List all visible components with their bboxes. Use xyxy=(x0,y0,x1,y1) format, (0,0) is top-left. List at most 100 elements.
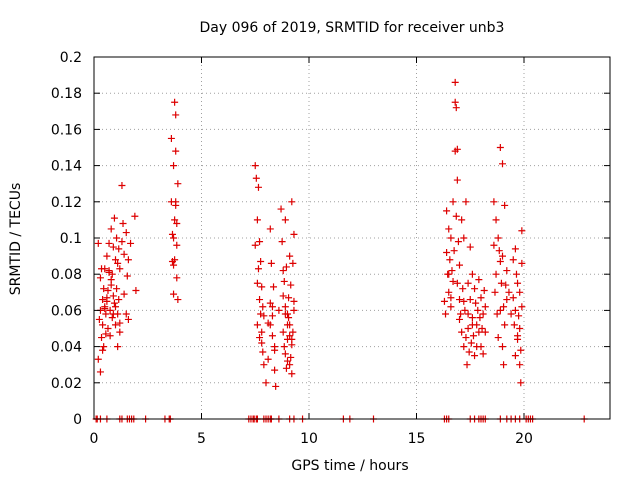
data-point xyxy=(266,225,274,233)
data-point xyxy=(289,259,297,267)
data-point xyxy=(499,343,506,351)
data-point xyxy=(127,239,135,247)
data-point xyxy=(461,306,469,314)
data-point xyxy=(271,366,279,374)
data-point xyxy=(282,263,290,271)
data-point xyxy=(251,162,259,170)
data-point xyxy=(254,183,262,191)
data-point xyxy=(275,306,283,314)
data-point xyxy=(173,220,181,228)
data-point xyxy=(454,238,462,246)
data-point xyxy=(465,348,473,356)
data-point xyxy=(96,368,104,376)
data-point xyxy=(268,312,276,320)
data-point xyxy=(120,290,128,298)
data-point xyxy=(494,334,502,342)
data-point xyxy=(500,303,508,311)
data-point xyxy=(122,229,130,237)
data-point xyxy=(266,321,274,329)
data-point xyxy=(280,277,288,285)
data-point xyxy=(115,245,123,253)
data-point xyxy=(456,296,463,304)
data-point xyxy=(282,364,290,372)
data-point xyxy=(112,321,119,329)
data-point xyxy=(256,334,264,342)
data-point xyxy=(107,225,115,233)
data-point xyxy=(518,303,526,311)
data-point xyxy=(499,160,506,168)
data-point xyxy=(173,241,181,249)
data-point xyxy=(256,238,264,246)
data-point xyxy=(502,281,510,289)
y-tick-label: 0.04 xyxy=(51,340,82,356)
data-point xyxy=(453,279,461,287)
data-point xyxy=(108,314,116,322)
data-point xyxy=(112,256,119,264)
data-point xyxy=(468,321,476,329)
data-point xyxy=(104,286,112,294)
data-point xyxy=(468,270,476,278)
data-point xyxy=(172,147,180,155)
data-point xyxy=(252,174,260,182)
data-point xyxy=(103,252,111,260)
data-point xyxy=(254,265,262,273)
data-point xyxy=(115,296,123,304)
data-point xyxy=(98,334,106,342)
data-point xyxy=(116,265,124,273)
y-tick-label: 0.06 xyxy=(51,303,82,319)
data-point xyxy=(471,285,479,293)
data-point xyxy=(258,328,266,336)
data-point xyxy=(278,238,286,246)
data-point xyxy=(108,270,116,278)
data-point xyxy=(286,252,294,260)
data-point xyxy=(452,104,460,112)
data-point xyxy=(479,310,487,318)
data-point xyxy=(287,281,295,289)
data-point xyxy=(100,285,108,293)
data-point xyxy=(281,350,289,358)
data-point xyxy=(109,243,117,251)
data-point xyxy=(103,294,111,302)
data-point xyxy=(110,214,118,222)
data-point xyxy=(105,239,113,247)
data-point xyxy=(511,352,519,360)
data-point xyxy=(260,312,268,320)
grid-lines xyxy=(94,57,610,419)
data-point xyxy=(170,261,178,269)
data-point xyxy=(448,267,456,275)
data-point xyxy=(492,216,500,224)
data-point xyxy=(262,379,270,387)
data-point xyxy=(116,319,124,327)
data-point xyxy=(490,198,498,206)
data-point xyxy=(490,241,498,249)
data-point xyxy=(107,276,115,284)
y-tick-label: 0.08 xyxy=(51,267,82,283)
data-point xyxy=(503,267,511,275)
data-point xyxy=(171,216,179,224)
data-point xyxy=(279,328,287,336)
data-point xyxy=(501,321,509,329)
data-point xyxy=(286,361,294,369)
data-point xyxy=(288,198,296,206)
data-point xyxy=(464,310,472,318)
data-point xyxy=(290,306,298,314)
data-point xyxy=(447,303,455,311)
data-point xyxy=(105,268,113,276)
x-tick-label: 15 xyxy=(408,431,426,447)
data-point xyxy=(288,370,296,378)
data-point xyxy=(450,247,458,255)
data-point xyxy=(447,234,455,242)
data-point xyxy=(475,328,483,336)
data-point xyxy=(113,285,121,293)
x-axis-label: GPS time / hours xyxy=(291,458,408,474)
data-point xyxy=(510,321,518,329)
data-point xyxy=(509,256,517,264)
data-point xyxy=(102,310,110,318)
data-point xyxy=(445,225,453,233)
x-tick-label: 20 xyxy=(515,431,533,447)
data-point xyxy=(170,290,178,298)
data-point xyxy=(94,355,102,363)
data-point xyxy=(511,245,519,253)
data-point xyxy=(268,303,276,311)
data-point xyxy=(284,321,291,329)
